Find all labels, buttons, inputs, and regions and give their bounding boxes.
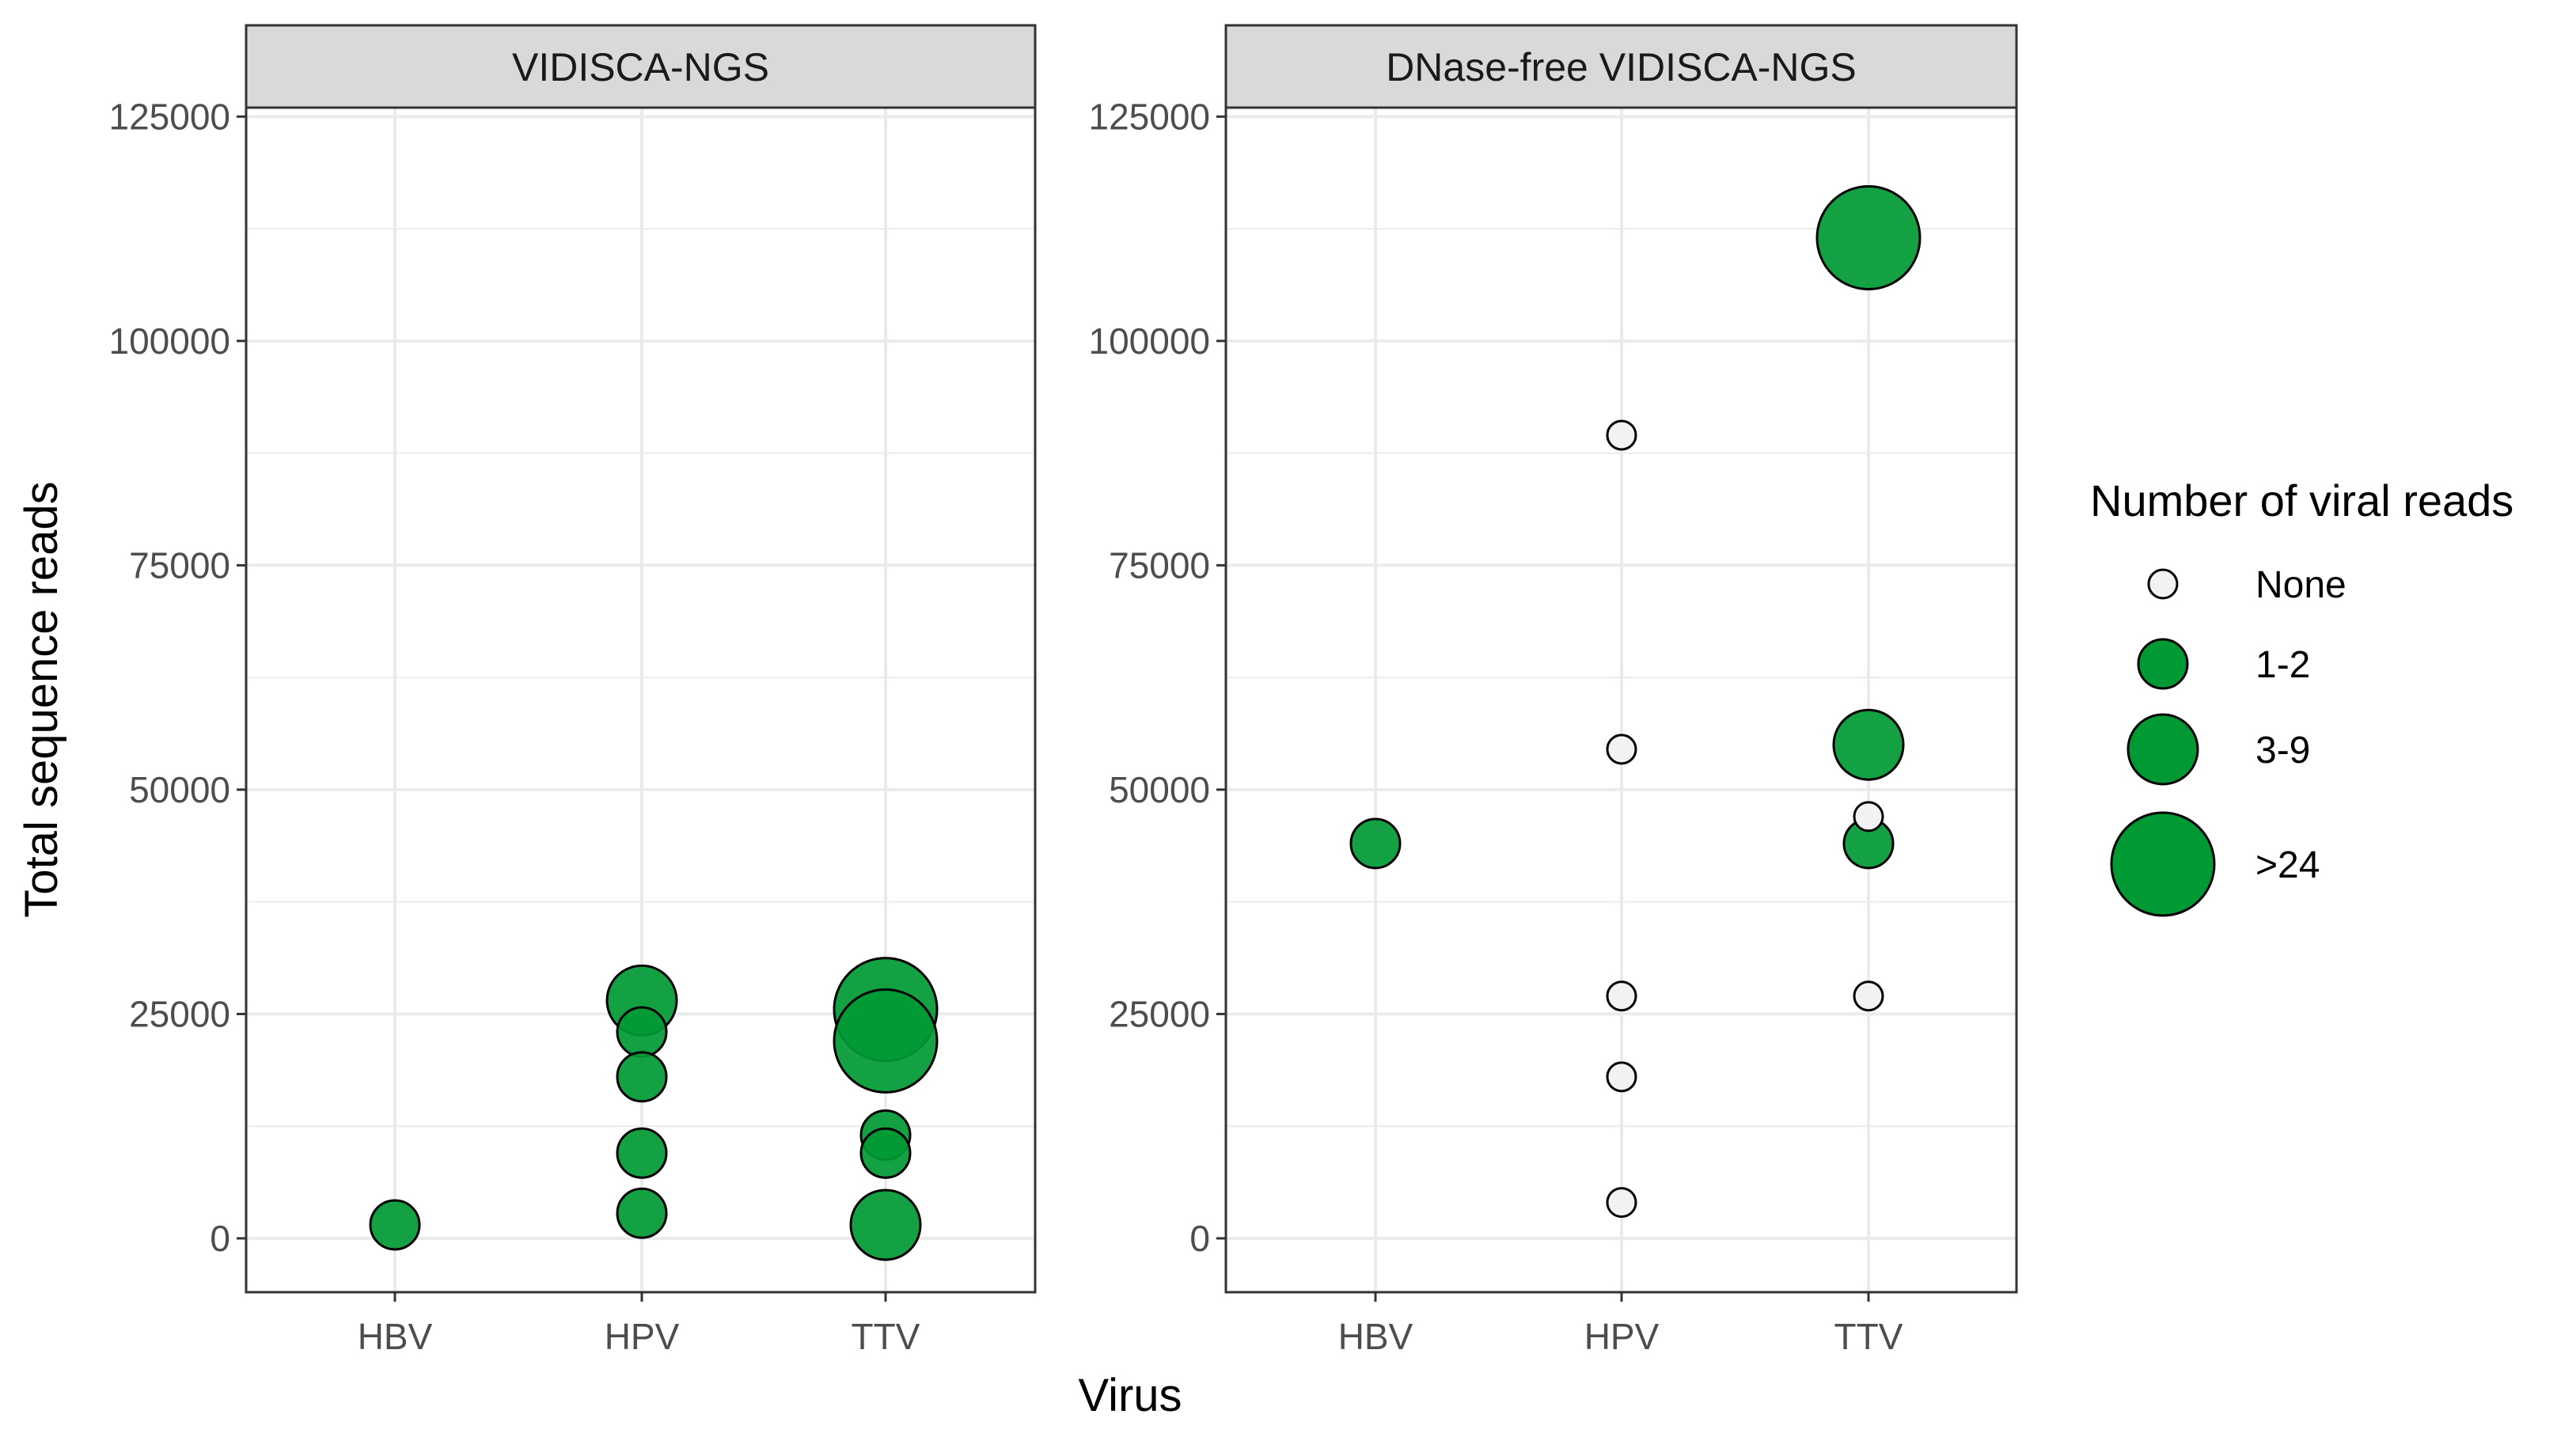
panel-0-strip: [245, 24, 1037, 109]
panel-1-strip: [1224, 24, 2018, 109]
panel-0-strip-label: VIDISCA-NGS: [512, 45, 769, 89]
panel-0-x-tick-label: HBV: [358, 1316, 433, 1357]
panel-0-y-tick-label: 75000: [129, 544, 230, 586]
point-vidisca-ngs-hpv-1-2: [616, 1127, 668, 1179]
panel-0-x-tick-label: TTV: [852, 1316, 920, 1357]
point-dnase-free-vidisca-ngs-hpv-none: [1606, 734, 1637, 765]
panel-0-x-axis: HBV HPV TTV: [358, 1292, 920, 1357]
panel-1-x-tick-label: TTV: [1834, 1316, 1903, 1357]
point-dnase-free-vidisca-ngs-hpv-none: [1606, 1061, 1637, 1093]
point-dnase-free-vidisca-ngs-ttv-3-9: [1832, 708, 1905, 781]
panel-1-x-axis: HBV HPV TTV: [1338, 1292, 1903, 1357]
point-dnase-free-vidisca-ngs-ttv-24: [1815, 184, 1922, 290]
legend-entries: None 1-2 3-9 >24: [2110, 564, 2346, 917]
point-dnase-free-vidisca-ngs-hpv-none: [1606, 419, 1637, 451]
point-vidisca-ngs-hpv-1-2: [616, 1187, 668, 1239]
legend-key-none: [2147, 568, 2179, 600]
point-dnase-free-vidisca-ngs-hpv-none: [1606, 980, 1637, 1012]
point-vidisca-ngs-hpv-1-2: [616, 1006, 668, 1058]
point-vidisca-ngs-ttv-24: [833, 988, 939, 1094]
panel-1-y-tick-label: 0: [1189, 1218, 1210, 1259]
point-dnase-free-vidisca-ngs-hpv-none: [1606, 1187, 1637, 1219]
panel-1-points: [1349, 184, 1922, 1219]
panel-1-x-tick-label: HPV: [1584, 1316, 1660, 1357]
legend-label-gt24: >24: [2255, 844, 2320, 886]
x-axis-title: Virus: [1078, 1370, 1182, 1421]
legend: Number of viral reads None 1-2 3-9 >24: [2090, 476, 2513, 917]
panel-0-y-axis: 0 25000 50000 75000 100000 125000: [109, 96, 246, 1259]
panel-1-y-tick-label: 100000: [1089, 320, 1211, 362]
panel-1-y-tick-label: 75000: [1109, 544, 1210, 586]
legend-title: Number of viral reads: [2090, 476, 2513, 525]
panel-0-x-tick-label: HPV: [605, 1316, 680, 1357]
panel-0-y-tick-label: 25000: [129, 993, 230, 1034]
point-vidisca-ngs-ttv-1-2: [859, 1127, 912, 1179]
panel-1-y-tick-label: 25000: [1109, 993, 1210, 1034]
point-dnase-free-vidisca-ngs-hbv-1-2: [1349, 817, 1402, 870]
point-vidisca-ngs-hbv-1-2: [369, 1199, 421, 1251]
legend-label-3-9: 3-9: [2255, 730, 2310, 772]
y-axis-title: Total sequence reads: [16, 481, 67, 917]
panel-dnase-free-vidisca-ngs: DNase-free VIDISCA-NGS 0 25000 50000 75000 1…: [1089, 24, 2018, 1357]
panel-0-y-tick-label: 50000: [129, 769, 230, 810]
point-dnase-free-vidisca-ngs-ttv-none: [1853, 980, 1884, 1012]
panel-0-y-tick-label: 125000: [109, 96, 231, 137]
panel-0-y-tick-label: 100000: [109, 320, 231, 362]
point-vidisca-ngs-ttv-3-9: [849, 1189, 922, 1261]
legend-key-3-9: [2126, 713, 2199, 786]
point-dnase-free-vidisca-ngs-ttv-none: [1853, 801, 1884, 832]
panel-1-y-tick-label: 50000: [1109, 769, 1210, 810]
panel-0-y-tick-label: 0: [210, 1218, 230, 1259]
panel-1-x-tick-label: HBV: [1338, 1316, 1413, 1357]
panel-1-y-axis: 0 25000 50000 75000 100000 125000: [1089, 96, 1226, 1259]
legend-key-gt24: [2110, 811, 2216, 917]
legend-key-1-2: [2137, 638, 2189, 690]
legend-label-1-2: 1-2: [2255, 644, 2310, 686]
panel-vidisca-ngs: VIDISCA-NGS 0 25000 50000 75000 100000 125000…: [109, 24, 1037, 1357]
panel-1-y-tick-label: 125000: [1089, 96, 1211, 137]
panel-1-strip-label: DNase-free VIDISCA-NGS: [1386, 45, 1857, 89]
panel-0-points: [369, 957, 939, 1261]
legend-label-none: None: [2255, 564, 2346, 606]
point-vidisca-ngs-hpv-1-2: [616, 1051, 668, 1103]
